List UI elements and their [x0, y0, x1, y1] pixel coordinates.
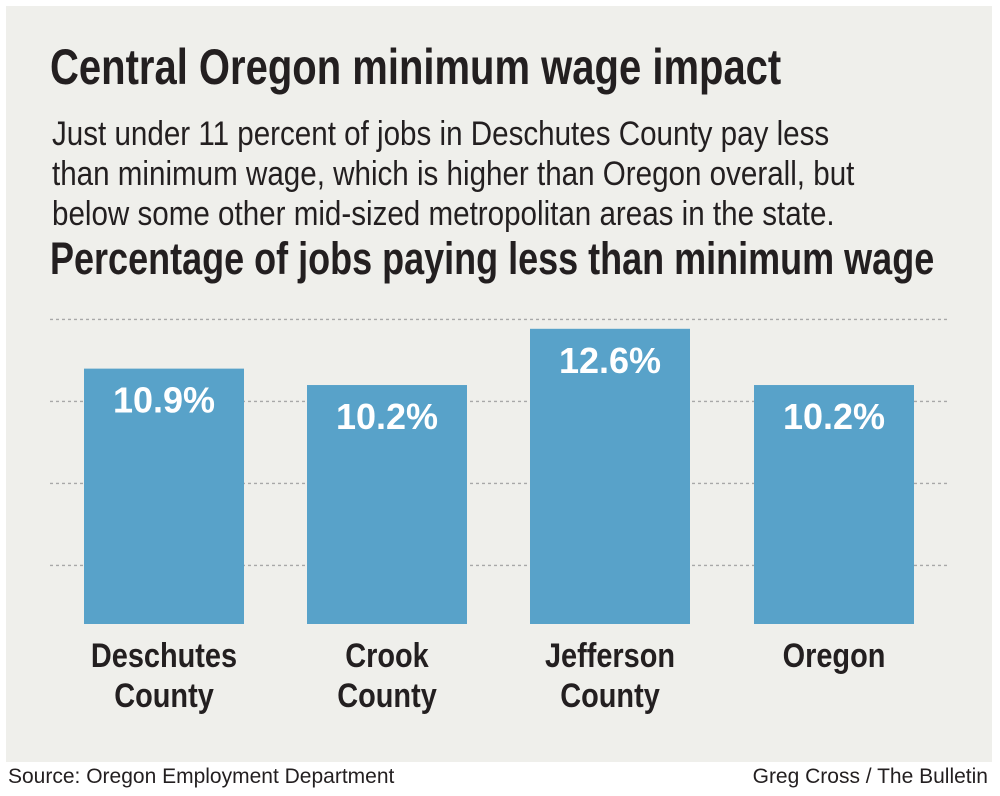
bar-2 [530, 328, 690, 624]
category-label-3: Oregon [732, 636, 936, 676]
subtitle-line: below some other mid-sized metropolitan … [52, 195, 835, 233]
category-label-line: County [337, 677, 437, 715]
subtitle: Just under 11 percent of jobs in Deschut… [52, 114, 854, 234]
source-note: Source: Oregon Employment Department [8, 765, 395, 788]
category-label-1: Crook County [285, 636, 489, 716]
subtitle-line: than minimum wage, which is higher than … [52, 155, 855, 193]
bar-1 [307, 385, 467, 624]
bar-value-label-2: 12.6% [559, 340, 661, 381]
bar-value-label-1: 10.2% [336, 396, 438, 437]
category-label-line: Deschutes [90, 637, 238, 675]
bar-0 [84, 368, 244, 624]
category-label-line: Crook [345, 637, 429, 675]
credit-note: Greg Cross / The Bulletin [752, 765, 988, 788]
chart-title: Percentage of jobs paying less than mini… [50, 233, 935, 284]
bar-value-label-3: 10.2% [783, 396, 885, 437]
category-label-0: Deschutes County [62, 636, 266, 716]
subtitle-line: Just under 11 percent of jobs in Deschut… [52, 115, 830, 153]
category-label-line: County [114, 677, 214, 715]
bar-3 [754, 385, 914, 624]
page-title: Central Oregon minimum wage impact [50, 39, 782, 95]
category-label-line: Oregon [782, 637, 886, 675]
bar-value-label-0: 10.9% [113, 380, 215, 421]
category-label-2: Jefferson County [508, 636, 712, 716]
category-label-line: County [560, 677, 660, 715]
category-label-line: Jefferson [544, 637, 676, 675]
